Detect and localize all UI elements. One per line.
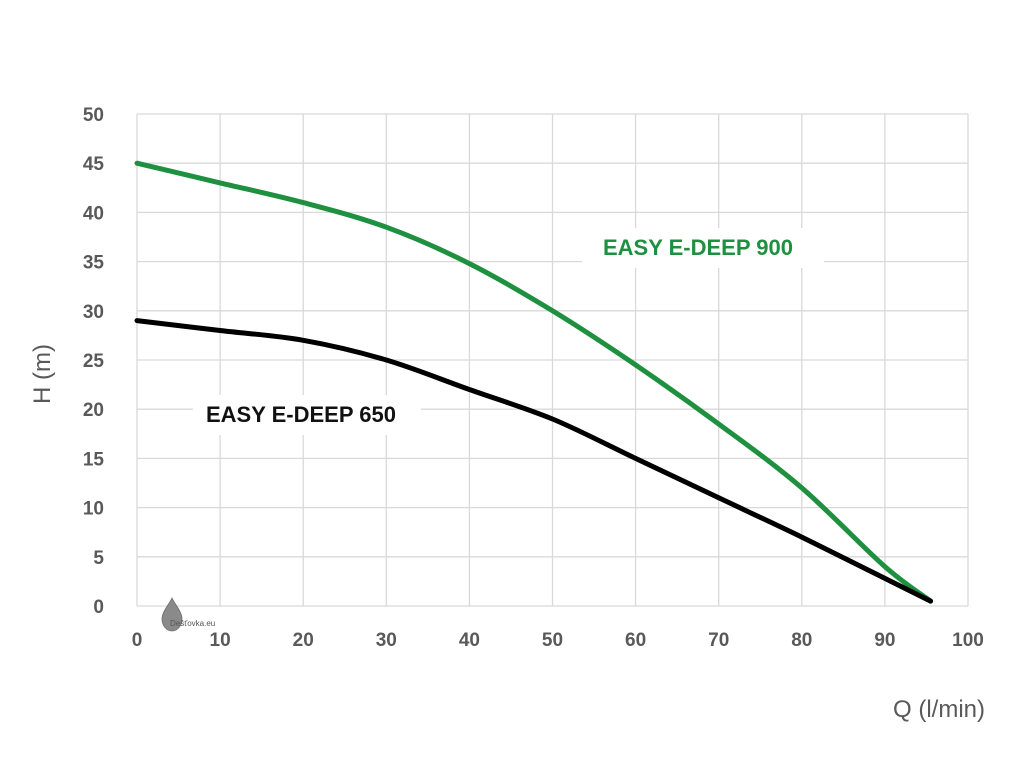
y-axis-ticks: 0 5 10 15 20 25 30 35 40 45 50 <box>83 105 105 618</box>
y-tick-label: 5 <box>93 548 104 569</box>
x-tick-label: 100 <box>952 630 984 651</box>
series-label-650: EASY E-DEEP 650 <box>206 402 396 427</box>
x-tick-label: 30 <box>376 630 397 651</box>
water-drop-icon <box>161 597 183 632</box>
x-tick-label: 80 <box>791 630 812 651</box>
x-axis-title: Q (l/min) <box>893 696 985 723</box>
x-tick-label: 70 <box>708 630 729 651</box>
series-label-900: EASY E-DEEP 900 <box>603 235 793 260</box>
watermark-text: Dešťovka.eu <box>170 619 215 628</box>
y-tick-label: 20 <box>83 400 104 421</box>
y-tick-label: 40 <box>83 203 104 224</box>
y-tick-label: 45 <box>83 154 105 175</box>
y-tick-label: 50 <box>83 105 104 126</box>
y-tick-label: 25 <box>83 351 105 372</box>
x-tick-label: 40 <box>459 630 480 651</box>
y-tick-label: 10 <box>83 499 104 520</box>
series-line-1 <box>134 318 934 604</box>
y-tick-label: 30 <box>83 302 104 323</box>
x-tick-label: 20 <box>293 630 314 651</box>
series-label-bg-650 <box>193 395 421 435</box>
grid <box>136 113 969 607</box>
series-line-0 <box>134 160 934 604</box>
y-tick-label: 15 <box>83 449 105 470</box>
y-tick-label: 0 <box>93 597 104 618</box>
x-tick-label: 90 <box>874 630 895 651</box>
series-label-bg-900 <box>582 228 824 268</box>
y-axis-title: H (m) <box>29 344 56 404</box>
x-axis-ticks: 0 10 20 30 40 50 60 70 80 90 100 <box>132 630 984 651</box>
series-lines <box>134 160 934 604</box>
watermark: Dešťovka.eu <box>161 597 215 632</box>
y-tick-label: 35 <box>83 253 105 274</box>
x-tick-label: 50 <box>542 630 563 651</box>
x-tick-label: 60 <box>625 630 646 651</box>
x-tick-label: 10 <box>210 630 231 651</box>
x-tick-label: 0 <box>132 630 143 651</box>
